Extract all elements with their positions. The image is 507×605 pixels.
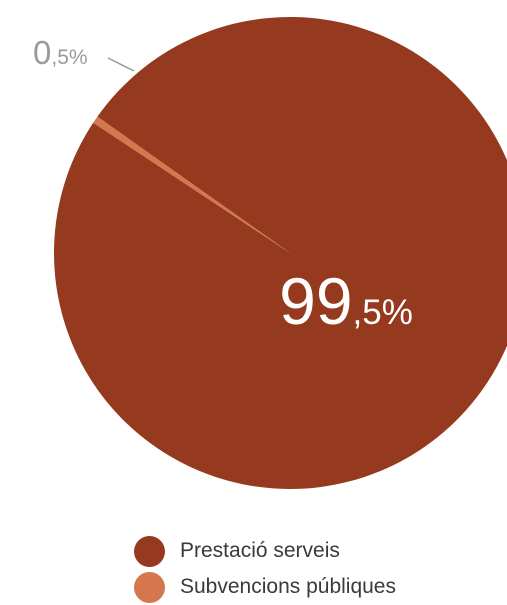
slice-prestacio	[54, 17, 507, 490]
data-label-subvencions: 0,5%	[33, 34, 88, 71]
data-label-subvencions-dec: ,5%	[51, 46, 87, 69]
data-label-prestacio-int: 99	[279, 264, 352, 338]
data-label-prestacio: 99,5%	[279, 264, 413, 338]
legend-item-prestacio: Prestació serveis	[134, 533, 396, 569]
legend-swatch-prestacio	[134, 535, 165, 567]
slice-subvencions	[93, 116, 291, 253]
data-label-prestacio-dec: ,5%	[353, 293, 413, 332]
leader-line	[107, 57, 135, 72]
legend-label-prestacio: Prestació serveis	[180, 539, 340, 562]
legend-item-subvencions: Subvencions públiques	[134, 569, 396, 605]
legend-label-subvencions: Subvencions públiques	[180, 575, 396, 598]
legend-swatch-subvencions	[134, 571, 165, 603]
legend: Prestació serveis Subvencions públiques	[134, 533, 396, 605]
data-label-subvencions-int: 0	[33, 34, 51, 71]
